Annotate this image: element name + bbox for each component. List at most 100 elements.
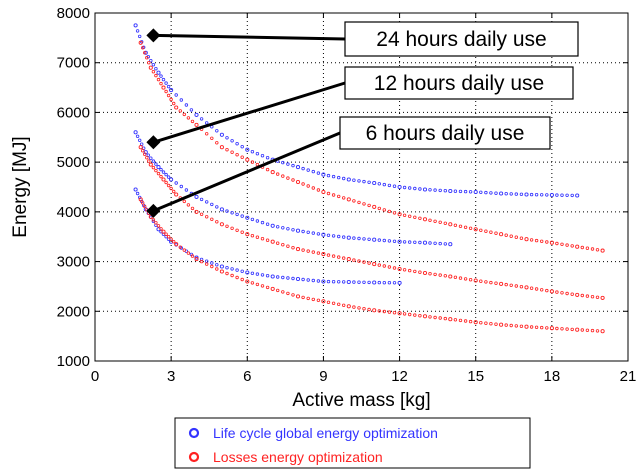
data-point — [590, 328, 595, 333]
data-point — [402, 213, 407, 217]
data-point — [468, 319, 473, 324]
data-point — [240, 277, 244, 282]
data-point — [154, 221, 158, 225]
data-point — [161, 170, 166, 174]
data-point — [372, 262, 377, 267]
data-point — [210, 136, 214, 140]
data-point — [372, 237, 377, 242]
data-point — [418, 216, 422, 220]
data-point — [443, 274, 447, 278]
data-point — [346, 235, 351, 240]
data-point — [265, 222, 270, 226]
data-point — [392, 211, 397, 215]
data-point — [151, 218, 156, 222]
data-point — [230, 150, 234, 154]
data-point — [145, 155, 149, 160]
data-point — [453, 275, 458, 279]
data-point — [352, 258, 356, 262]
data-point — [156, 224, 161, 228]
data-point — [524, 192, 529, 197]
data-point — [179, 184, 183, 189]
data-point — [204, 215, 209, 219]
data-point — [219, 264, 224, 269]
data-point — [215, 141, 219, 145]
data-point — [265, 285, 270, 290]
data-point — [245, 147, 250, 152]
data-point — [295, 276, 301, 282]
data-point — [169, 177, 174, 182]
data-point — [306, 296, 310, 301]
data-point — [422, 240, 428, 245]
data-point — [479, 190, 483, 194]
data-point — [174, 242, 179, 247]
data-point — [240, 230, 244, 234]
data-point — [161, 85, 166, 90]
data-point — [367, 280, 371, 285]
data-point — [301, 295, 305, 300]
data-point — [337, 255, 341, 259]
data-point — [458, 276, 463, 280]
data-point — [519, 285, 524, 289]
data-point — [504, 191, 508, 196]
data-point — [540, 239, 544, 243]
data-point — [337, 175, 341, 180]
data-point — [321, 279, 326, 284]
data-point — [161, 229, 166, 234]
data-point — [443, 242, 447, 246]
data-point — [281, 242, 285, 247]
data-point — [194, 209, 199, 214]
data-point — [276, 288, 280, 293]
data-point — [199, 117, 204, 121]
data-point — [545, 193, 549, 197]
data-point — [514, 324, 518, 328]
data-point — [143, 50, 148, 55]
data-point — [342, 280, 346, 284]
data-point — [555, 290, 559, 294]
data-point — [565, 327, 569, 331]
data-point — [422, 217, 428, 222]
data-point — [164, 81, 168, 85]
data-point — [438, 316, 442, 320]
data-point — [418, 240, 422, 245]
data-point — [387, 183, 392, 188]
data-point — [362, 237, 366, 241]
data-point — [590, 247, 595, 251]
annotation-arrow — [152, 81, 346, 144]
data-point — [225, 209, 229, 213]
annotation-box — [339, 116, 551, 150]
data-point — [326, 233, 331, 237]
data-point — [362, 202, 366, 206]
data-point — [580, 328, 584, 332]
data-point — [255, 219, 260, 223]
annotations: 24 hours daily use 12 hours daily use 6 ho… — [146, 21, 579, 218]
data-point — [276, 172, 280, 176]
y-tick-label: 7000 — [57, 55, 90, 72]
data-point — [408, 312, 412, 317]
data-point — [245, 279, 250, 284]
data-point — [397, 280, 402, 285]
data-point — [186, 203, 191, 207]
data-point — [418, 187, 422, 191]
data-point — [326, 300, 331, 304]
data-point — [301, 229, 305, 234]
data-point — [250, 149, 255, 154]
data-point — [413, 269, 417, 274]
data-point — [342, 176, 346, 181]
data-point — [499, 232, 504, 237]
data-point — [387, 281, 392, 285]
data-point — [514, 235, 518, 239]
data-point — [484, 280, 488, 284]
data-point — [250, 160, 255, 164]
data-point — [575, 193, 580, 198]
data-point — [159, 174, 163, 179]
data-point — [219, 269, 224, 274]
data-point — [524, 324, 529, 329]
data-point — [174, 192, 179, 197]
data-point — [422, 314, 428, 319]
data-point — [387, 239, 392, 243]
data-point — [204, 132, 209, 136]
data-point — [585, 246, 590, 250]
data-point — [408, 268, 412, 273]
data-point — [219, 145, 224, 150]
